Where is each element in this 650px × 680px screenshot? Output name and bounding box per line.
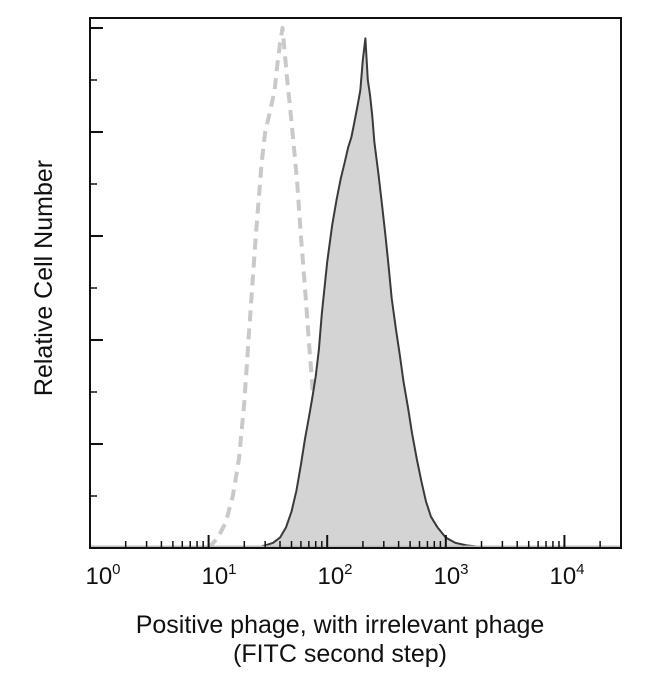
x-tick-label-0: 100 [85,561,120,590]
x-axis-label-line1: Positive phage, with irrelevant phage [136,611,545,639]
series-1-line [255,37,494,548]
x-tick-label-1: 101 [201,561,236,590]
plot-frame [89,17,622,549]
y-axis-label: Relative Cell Number [30,160,58,396]
x-axis-label-line2: (FITC second step) [233,640,447,668]
x-tick-label-4: 104 [549,561,584,590]
series-layer [90,26,621,548]
x-tick-label-3: 103 [433,561,468,590]
series-1-area [255,38,493,548]
ticks-layer [89,27,622,549]
x-tick-labels: 100 101 102 103 104 [85,561,584,590]
x-tick-label-2: 102 [317,561,352,590]
